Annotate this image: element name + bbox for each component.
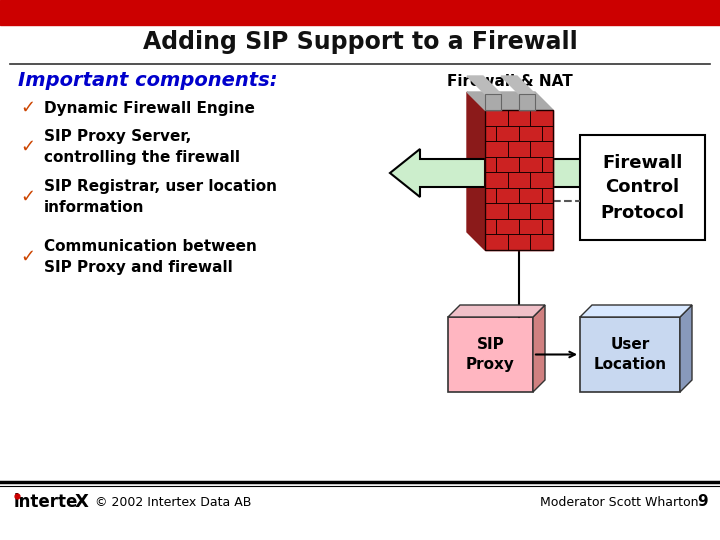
- Text: ✓: ✓: [20, 188, 35, 206]
- Text: Firewall & NAT: Firewall & NAT: [447, 75, 573, 90]
- Text: ✓: ✓: [20, 138, 35, 156]
- Text: User
Location: User Location: [593, 337, 667, 372]
- Text: SIP
Proxy: SIP Proxy: [466, 337, 515, 372]
- Polygon shape: [501, 76, 535, 94]
- Polygon shape: [533, 305, 545, 392]
- Polygon shape: [680, 305, 692, 392]
- Text: Important components:: Important components:: [18, 71, 277, 90]
- Bar: [580, 317, 680, 392]
- Text: Firewall
Control
Protocol: Firewall Control Protocol: [600, 153, 685, 221]
- Text: ✓: ✓: [20, 99, 35, 117]
- Polygon shape: [390, 149, 485, 197]
- Text: Moderator Scott Wharton: Moderator Scott Wharton: [540, 496, 698, 509]
- Text: Dynamic Firewall Engine: Dynamic Firewall Engine: [44, 100, 255, 116]
- Bar: [485, 94, 501, 110]
- Polygon shape: [448, 305, 545, 317]
- Polygon shape: [467, 92, 485, 250]
- Polygon shape: [580, 305, 692, 317]
- Text: © 2002 Intertex Data AB: © 2002 Intertex Data AB: [95, 496, 251, 509]
- Text: SIP Proxy Server,
controlling the firewall: SIP Proxy Server, controlling the firewa…: [44, 129, 240, 165]
- Text: interte: interte: [14, 493, 78, 511]
- Bar: [519, 94, 535, 110]
- Text: Communication between
SIP Proxy and firewall: Communication between SIP Proxy and fire…: [44, 239, 257, 275]
- Bar: [448, 317, 533, 392]
- Bar: [0, 0, 720, 25]
- Polygon shape: [553, 149, 648, 197]
- Bar: [485, 94, 501, 110]
- Text: X: X: [75, 493, 89, 511]
- Bar: [519, 94, 535, 110]
- Bar: [580, 135, 705, 240]
- Bar: [485, 110, 553, 250]
- Bar: [485, 110, 553, 250]
- Text: Adding SIP Support to a Firewall: Adding SIP Support to a Firewall: [143, 30, 577, 54]
- Text: ✓: ✓: [20, 248, 35, 266]
- Text: 9: 9: [698, 495, 708, 510]
- Polygon shape: [467, 76, 501, 94]
- Polygon shape: [467, 92, 553, 110]
- Text: SIP Registrar, user location
information: SIP Registrar, user location information: [44, 179, 277, 215]
